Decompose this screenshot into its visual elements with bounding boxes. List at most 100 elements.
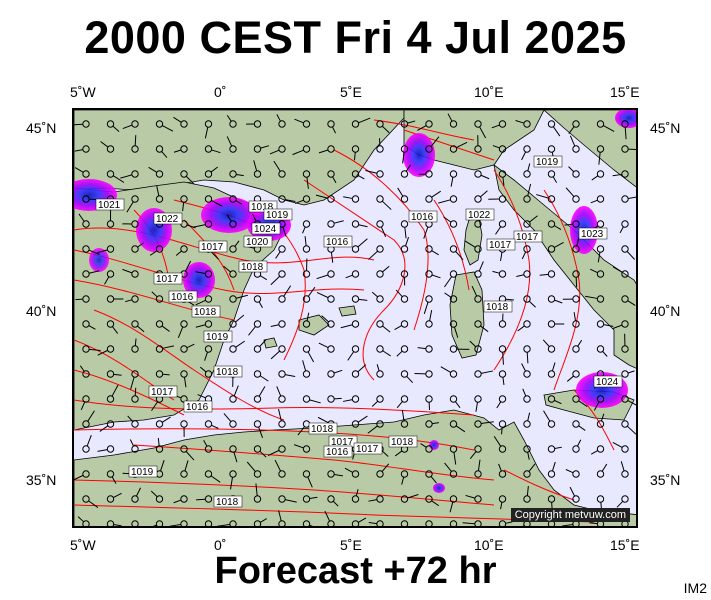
wind-barb	[130, 376, 135, 390]
wind-barb	[562, 523, 573, 526]
station-marker	[523, 470, 531, 478]
station-marker	[131, 420, 139, 428]
station-marker	[474, 295, 482, 303]
isobar-label: 1018	[311, 424, 334, 435]
isobar-label-box	[308, 422, 338, 435]
wind-barb	[97, 449, 108, 452]
station-marker	[204, 320, 213, 328]
wind-barb	[628, 196, 636, 199]
station-marker	[131, 170, 139, 178]
wind-barb	[438, 199, 451, 204]
station-marker	[547, 395, 556, 403]
isobar-label-box	[243, 235, 273, 248]
wind-barb	[568, 126, 575, 135]
wind-barb	[357, 415, 368, 423]
wind-barb	[404, 227, 407, 239]
station-marker	[204, 195, 213, 203]
wind-barb	[371, 400, 379, 407]
wind-barb	[551, 461, 556, 472]
wind-barb	[368, 521, 377, 525]
station-marker	[278, 245, 286, 253]
station-marker	[253, 120, 262, 128]
isobar-label-box	[483, 300, 513, 313]
wind-barb	[104, 276, 110, 285]
wind-barb	[269, 149, 280, 155]
wind-barb	[80, 401, 86, 411]
station-marker	[106, 220, 115, 228]
wind-barb	[626, 251, 636, 260]
wind-barb	[381, 125, 390, 134]
isobar-label: 1017	[201, 242, 224, 253]
wind-barb	[431, 190, 441, 198]
wind-barb	[603, 324, 614, 327]
station-marker	[376, 145, 384, 153]
wind-barb	[498, 463, 502, 472]
wind-barb	[302, 226, 306, 234]
bottom-axis-label: 10˚E	[474, 537, 504, 553]
isobar-label: 1019	[536, 157, 559, 168]
station-marker	[547, 320, 556, 328]
wind-barb	[554, 399, 562, 405]
wind-barb	[223, 265, 231, 273]
wind-barb	[491, 124, 500, 129]
station-marker	[425, 145, 433, 153]
station-marker	[351, 145, 360, 153]
station-marker	[547, 120, 556, 128]
wind-barb	[226, 114, 232, 122]
station-marker	[596, 120, 605, 128]
wind-barb	[74, 149, 83, 152]
station-marker	[327, 320, 335, 328]
wind-barb	[462, 522, 475, 525]
station-marker	[180, 445, 188, 453]
wind-barb	[99, 425, 109, 432]
wind-barb	[407, 120, 416, 124]
wind-barb	[186, 343, 195, 349]
wind-barb	[380, 226, 387, 237]
station-marker	[155, 170, 164, 178]
wind-barb	[332, 176, 337, 184]
station-marker	[498, 495, 507, 503]
wind-barb	[157, 438, 160, 446]
wind-barb	[112, 326, 119, 334]
wind-barb	[455, 527, 458, 528]
station-marker	[106, 320, 115, 328]
wind-barb	[591, 175, 599, 181]
station-marker	[498, 470, 507, 478]
isobar-label-box	[323, 445, 353, 458]
wind-barb	[162, 345, 175, 349]
wind-barb	[624, 127, 627, 140]
station-marker	[621, 270, 629, 278]
wind-barb	[431, 250, 439, 256]
station-marker	[572, 270, 580, 278]
station-marker	[621, 420, 629, 428]
wind-barb	[478, 261, 484, 272]
station-marker	[523, 220, 531, 228]
wind-barb	[368, 499, 377, 502]
wind-barb	[597, 252, 601, 263]
isobar-label-box	[513, 230, 543, 243]
wind-barb	[316, 274, 329, 280]
station-marker	[449, 470, 458, 478]
isobar-label: 1020	[246, 237, 269, 248]
station-marker	[498, 270, 507, 278]
station-marker	[400, 295, 409, 303]
station-marker	[302, 120, 311, 128]
station-marker	[474, 220, 482, 228]
station-marker	[425, 495, 433, 503]
station-marker	[400, 245, 409, 253]
station-marker	[155, 195, 164, 203]
isobar-label: 1022	[156, 214, 179, 225]
station-marker	[400, 345, 409, 353]
station-marker	[229, 245, 237, 253]
wind-barb	[192, 224, 206, 228]
bottom-axis-label: 5˚W	[70, 537, 96, 553]
station-marker	[131, 220, 139, 228]
station-marker	[82, 495, 90, 503]
station-marker	[106, 495, 115, 503]
isobar-label: 1019	[206, 332, 229, 343]
station-marker	[376, 170, 384, 178]
station-marker	[327, 195, 335, 203]
wind-barb	[112, 175, 125, 183]
wind-barb	[517, 325, 525, 332]
wind-barb	[397, 187, 404, 197]
